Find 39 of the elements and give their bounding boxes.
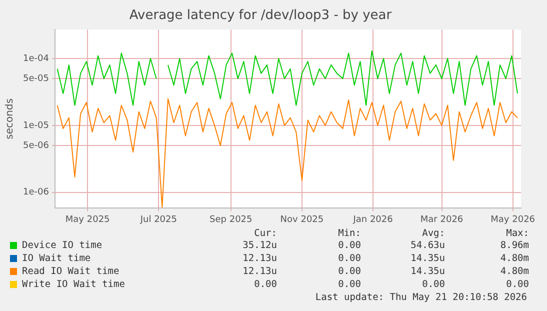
text: 0.00 (337, 239, 361, 252)
y-tick-label: 5e-05 (22, 74, 49, 84)
text: Min: (337, 228, 361, 239)
x-tick-label: May 2025 (65, 214, 110, 225)
x-tick-label: Jan 2026 (352, 214, 394, 225)
y-tick-label: 1e-06 (22, 188, 50, 198)
y-tick-label: 1e-05 (22, 120, 49, 131)
text: 12.13u (242, 252, 277, 265)
text: 12.13u (242, 265, 277, 278)
text: 14.35u (410, 265, 445, 278)
x-tick-label: Sep 2025 (210, 214, 252, 225)
text: 0.00 (337, 265, 361, 278)
text: 54.63u (410, 239, 445, 252)
text: 35.12u (242, 239, 277, 252)
text: 0.00 (337, 252, 361, 265)
text: 4.80m (499, 252, 529, 265)
y-tick-label: 5e-06 (22, 140, 50, 151)
text: 4.80m (499, 265, 529, 278)
text: Cur: (253, 228, 277, 239)
text: Last update: Thu May 21 20:10:58 2026 (315, 292, 527, 303)
legend-label: IO Wait time (21, 252, 92, 265)
text: 0.00 (421, 278, 445, 291)
legend-label: Read IO Wait time (21, 265, 120, 278)
text: 0.00 (253, 278, 277, 291)
text: 0.00 (337, 278, 361, 291)
x-tick-label: May 2026 (490, 214, 536, 225)
text: Avg: (421, 228, 445, 239)
legend-label: Device IO time (21, 239, 104, 252)
x-tick-label: Jul 2025 (139, 214, 177, 225)
text: 14.35u (410, 252, 445, 265)
text: 0.00 (505, 278, 529, 291)
chart-title: Average latency for /dev/loop3 - by year (129, 8, 392, 24)
text: 8.96m (499, 239, 529, 252)
x-tick-label: Nov 2025 (280, 214, 324, 225)
legend-label: Write IO Wait time (21, 278, 126, 291)
y-axis-title: seconds (4, 98, 16, 140)
y-tick-label: 1e-04 (22, 54, 50, 64)
text: Max: (505, 228, 529, 239)
x-tick-label: Mar 2026 (420, 214, 464, 225)
